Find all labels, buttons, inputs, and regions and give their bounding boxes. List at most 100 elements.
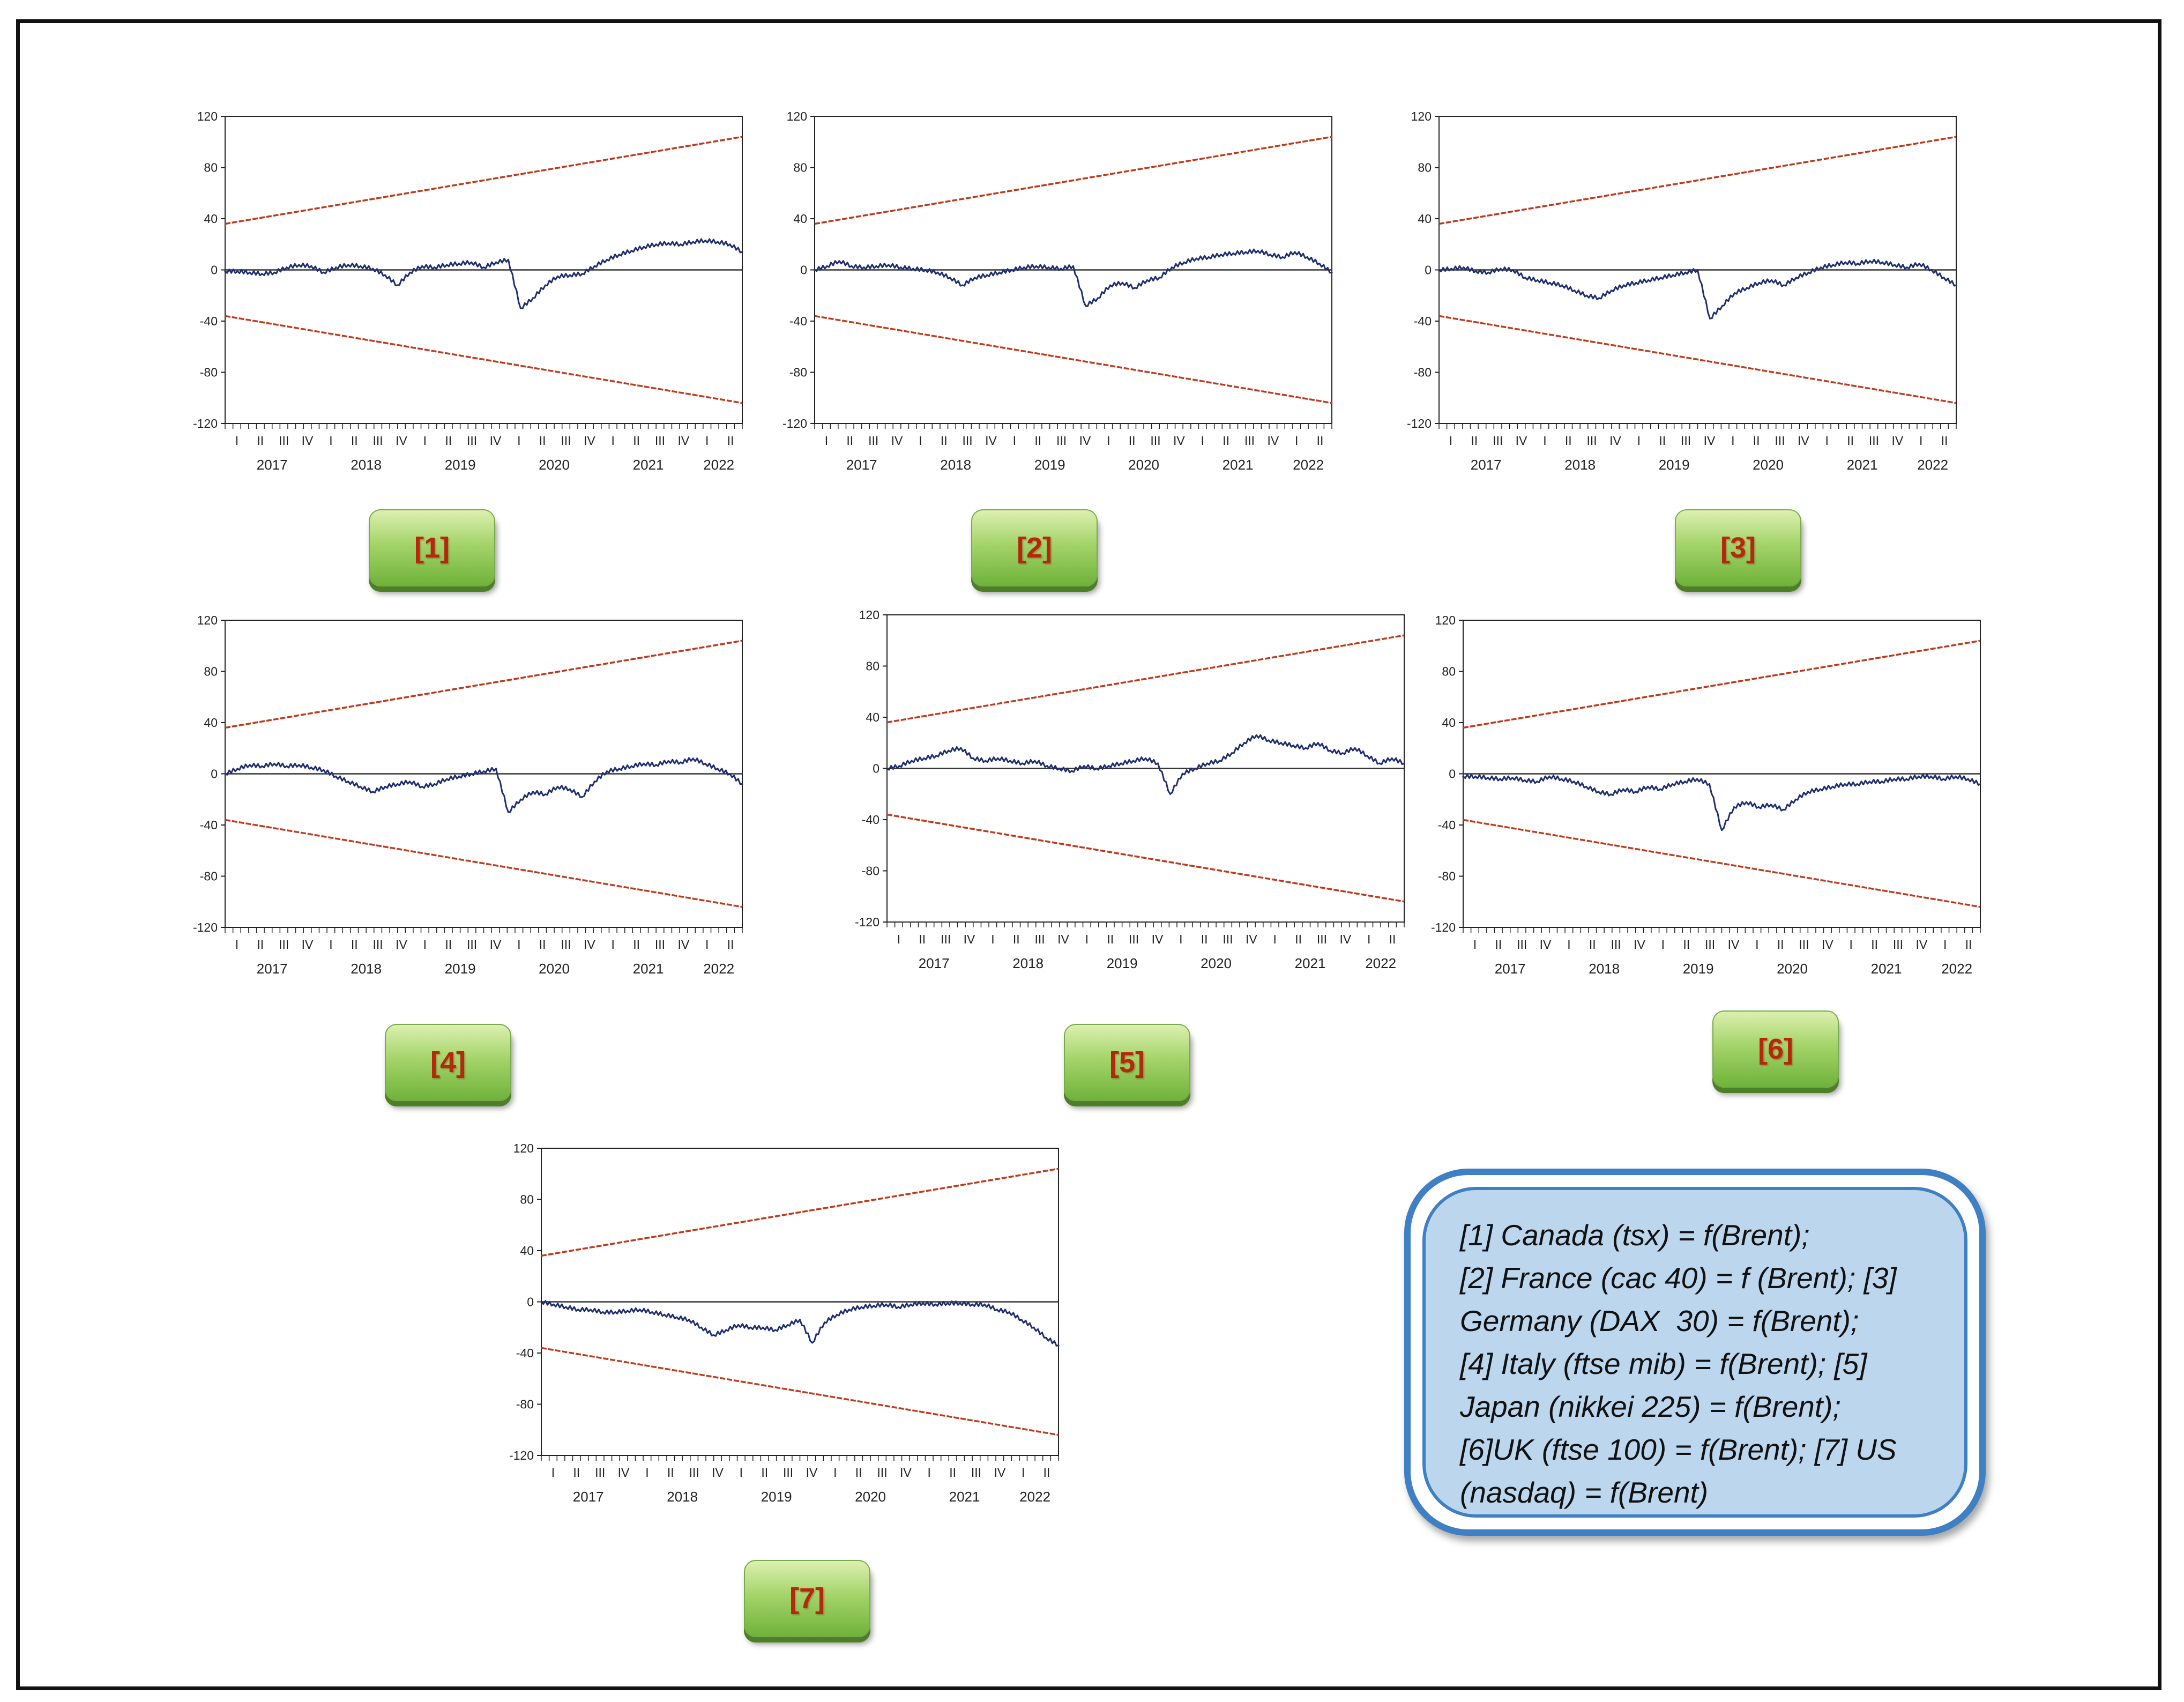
series-point <box>897 1306 899 1308</box>
series-point <box>249 271 251 273</box>
chart-label-badge-4: [4] <box>385 1024 511 1101</box>
series-point <box>667 760 669 762</box>
x-quarter-label: I <box>1825 434 1829 448</box>
x-quarter-label: IV <box>1915 938 1927 952</box>
x-quarter-label: II <box>1317 434 1324 448</box>
series-point <box>553 1303 555 1305</box>
series-point <box>1244 251 1247 253</box>
legend-line-4: [4] Italy (ftse mib) = f(Brent); [5] <box>1460 1347 1867 1380</box>
x-year-label: 2019 <box>445 457 476 473</box>
x-quarter-label: I <box>1543 434 1546 448</box>
figure-frame <box>16 19 2161 1690</box>
series-point <box>729 243 731 246</box>
series-point <box>397 284 399 286</box>
lower-bound-line <box>886 813 1405 903</box>
x-quarter-label: IV <box>1173 434 1185 448</box>
chart-label-badge-6: [6] <box>1712 1010 1839 1088</box>
series-point <box>1218 760 1220 762</box>
x-quarter-label: II <box>539 938 546 952</box>
series-point <box>409 781 411 783</box>
series-point <box>335 775 337 777</box>
x-quarter-label: IV <box>1079 434 1091 448</box>
x-quarter-label: II <box>1107 932 1114 946</box>
series-point <box>1696 778 1698 780</box>
x-quarter-label: I <box>1179 932 1182 946</box>
series-point <box>786 1324 789 1326</box>
series-point <box>1450 267 1452 270</box>
x-quarter-label: III <box>1775 434 1785 448</box>
x-quarter-label: III <box>1493 434 1503 448</box>
series-point <box>445 778 448 780</box>
x-quarter-label: III <box>655 938 665 952</box>
series-point <box>323 271 325 273</box>
lower-bound-line <box>814 315 1332 404</box>
series-point <box>614 1311 616 1313</box>
x-quarter-label: I <box>825 434 828 448</box>
x-quarter-label: IV <box>677 434 689 448</box>
series-point <box>1134 287 1136 289</box>
series-point <box>630 765 632 767</box>
x-quarter-label: II <box>667 1466 674 1480</box>
series-point <box>581 796 583 798</box>
upper-bound-line <box>1438 136 1957 225</box>
series-point <box>1684 271 1687 273</box>
series-point <box>532 791 534 793</box>
x-quarter-label: II <box>1847 434 1854 448</box>
y-tick-label: 80 <box>1442 665 1456 679</box>
series-point <box>458 775 460 777</box>
series-point <box>1047 266 1050 269</box>
series-point <box>1329 749 1331 752</box>
x-quarter-label: III <box>373 938 383 952</box>
series-point <box>577 1309 579 1311</box>
series-point <box>1059 767 1061 770</box>
y-tick-label: 0 <box>527 1295 534 1309</box>
series-point <box>1171 266 1173 269</box>
x-quarter-label: I <box>1661 938 1665 952</box>
series-point <box>606 258 608 261</box>
series-point <box>1770 279 1772 281</box>
x-quarter-label: IV <box>1891 434 1903 448</box>
x-quarter-label: IV <box>900 1466 912 1480</box>
series-point <box>960 747 962 749</box>
series-point <box>1622 788 1624 790</box>
series-point <box>495 768 497 770</box>
series-point <box>1169 793 1172 795</box>
series-point <box>1832 264 1834 266</box>
x-quarter-label: III <box>1799 938 1809 952</box>
x-quarter-label: I <box>235 938 238 952</box>
x-quarter-label: IV <box>1609 434 1621 448</box>
series-point <box>1500 267 1502 270</box>
series-point <box>1183 261 1185 263</box>
y-tick-label: -80 <box>1438 869 1456 883</box>
x-quarter-label: IV <box>891 434 903 448</box>
series-point <box>1930 269 1933 271</box>
x-quarter-label: I <box>235 434 238 448</box>
y-tick-label: -40 <box>200 818 218 832</box>
series-point <box>826 265 828 267</box>
series-point <box>664 1313 666 1315</box>
series-point <box>1268 739 1270 741</box>
x-quarter-label: IV <box>964 932 975 946</box>
series-point <box>911 760 913 762</box>
x-year-label: 2021 <box>633 457 664 473</box>
x-quarter-label: III <box>689 1466 699 1480</box>
y-tick-label: 40 <box>1418 212 1432 226</box>
y-tick-label: 0 <box>800 263 807 277</box>
series-point <box>1708 783 1711 785</box>
series-point <box>1709 317 1711 319</box>
x-quarter-label: II <box>633 434 640 448</box>
series-point <box>814 269 816 271</box>
x-quarter-label: III <box>561 938 571 952</box>
x-year-label: 2020 <box>1201 955 1232 971</box>
series-point <box>972 757 974 759</box>
series-point <box>1403 762 1405 764</box>
x-quarter-label: II <box>257 938 264 952</box>
x-quarter-label: I <box>1085 932 1089 946</box>
y-tick-label: -120 <box>193 920 218 934</box>
x-quarter-label: II <box>1471 434 1478 448</box>
x-quarter-label: II <box>573 1466 580 1480</box>
series-point <box>704 239 706 242</box>
x-year-label: 2021 <box>1871 961 1902 977</box>
series-line <box>814 248 1332 307</box>
series-point <box>1857 262 1859 265</box>
